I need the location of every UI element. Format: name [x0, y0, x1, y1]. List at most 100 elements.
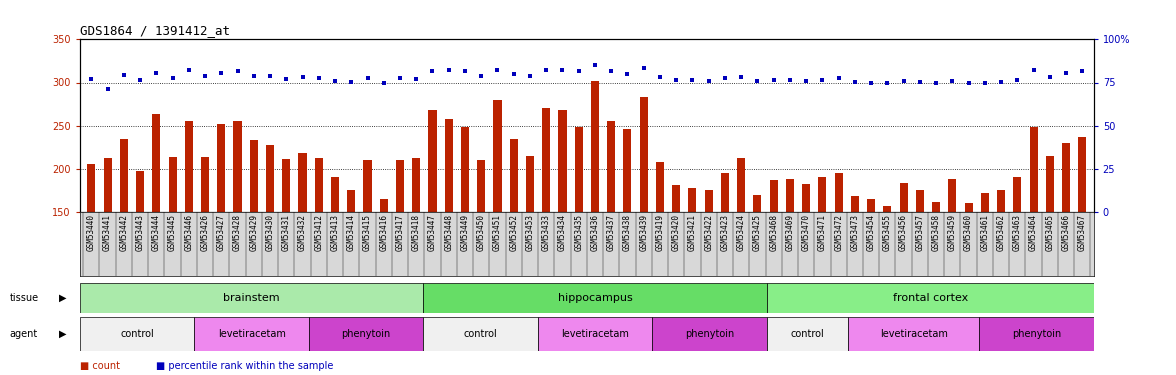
Text: GSM53467: GSM53467	[1078, 214, 1087, 251]
Bar	[249, 140, 258, 212]
Bar	[997, 190, 1005, 212]
Bar	[786, 179, 794, 212]
Text: levetiracetam: levetiracetam	[218, 329, 286, 339]
Text: ▶: ▶	[59, 329, 66, 339]
Text: phenytoin: phenytoin	[341, 329, 390, 339]
Text: GSM53447: GSM53447	[428, 214, 437, 251]
Bar	[509, 139, 517, 212]
Bar	[835, 173, 843, 212]
Text: GDS1864 / 1391412_at: GDS1864 / 1391412_at	[80, 24, 230, 38]
Text: brainstem: brainstem	[223, 293, 280, 303]
Text: ■ percentile rank within the sample: ■ percentile rank within the sample	[156, 361, 334, 371]
Text: GSM53442: GSM53442	[119, 214, 128, 251]
Text: GSM53419: GSM53419	[655, 214, 664, 251]
Text: tissue: tissue	[9, 293, 39, 303]
Bar	[445, 119, 453, 212]
Bar	[981, 193, 989, 212]
Text: levetiracetam: levetiracetam	[561, 329, 629, 339]
Bar	[607, 122, 615, 212]
Text: GSM53441: GSM53441	[103, 214, 112, 251]
Bar	[754, 195, 762, 212]
Text: GSM53424: GSM53424	[736, 214, 746, 251]
Bar	[769, 180, 777, 212]
Bar	[103, 158, 112, 212]
Text: GSM53454: GSM53454	[867, 214, 876, 251]
Bar	[721, 173, 729, 212]
Bar	[1062, 143, 1070, 212]
FancyBboxPatch shape	[848, 317, 980, 351]
Bar	[948, 179, 956, 212]
Bar	[818, 177, 827, 212]
Text: GSM53462: GSM53462	[996, 214, 1005, 251]
Bar	[575, 128, 583, 212]
Text: GSM53421: GSM53421	[688, 214, 697, 251]
Bar	[428, 110, 436, 212]
Bar	[802, 184, 810, 212]
Bar	[737, 158, 746, 212]
Text: GSM53432: GSM53432	[298, 214, 307, 251]
Text: GSM53446: GSM53446	[185, 214, 193, 251]
Bar	[933, 201, 940, 212]
Text: GSM53437: GSM53437	[607, 214, 616, 251]
Bar	[1029, 128, 1037, 212]
Bar	[623, 129, 632, 212]
Bar	[542, 108, 550, 212]
Text: GSM53412: GSM53412	[314, 214, 323, 251]
Text: GSM53422: GSM53422	[704, 214, 713, 251]
Text: GSM53420: GSM53420	[671, 214, 681, 251]
Text: GSM53455: GSM53455	[883, 214, 891, 251]
Text: ▶: ▶	[59, 293, 66, 303]
FancyBboxPatch shape	[537, 317, 653, 351]
Text: GSM53431: GSM53431	[282, 214, 290, 251]
Bar	[87, 164, 95, 212]
Text: GSM53460: GSM53460	[964, 214, 973, 251]
Bar	[412, 158, 420, 212]
Bar	[559, 110, 567, 212]
Bar	[234, 122, 241, 212]
Bar	[152, 114, 160, 212]
Text: GSM53453: GSM53453	[526, 214, 534, 251]
Text: GSM53438: GSM53438	[623, 214, 632, 251]
Text: GSM53418: GSM53418	[412, 214, 421, 251]
FancyBboxPatch shape	[767, 317, 848, 351]
Text: GSM53458: GSM53458	[931, 214, 941, 251]
Text: GSM53436: GSM53436	[590, 214, 600, 251]
Bar	[656, 162, 664, 212]
Bar	[673, 185, 680, 212]
Text: GSM53430: GSM53430	[266, 214, 274, 251]
Text: GSM53472: GSM53472	[834, 214, 843, 251]
Text: hippocampus: hippocampus	[557, 293, 633, 303]
Text: GSM53433: GSM53433	[542, 214, 550, 251]
Bar	[477, 160, 486, 212]
Bar	[704, 190, 713, 212]
Text: GSM53459: GSM53459	[948, 214, 957, 251]
Text: GSM53434: GSM53434	[557, 214, 567, 251]
Text: GSM53456: GSM53456	[900, 214, 908, 251]
FancyBboxPatch shape	[80, 317, 194, 351]
Text: GSM53423: GSM53423	[721, 214, 729, 251]
Text: GSM53425: GSM53425	[753, 214, 762, 251]
Text: GSM53463: GSM53463	[1013, 214, 1022, 251]
Text: GSM53413: GSM53413	[330, 214, 340, 251]
Bar	[916, 190, 924, 212]
Text: GSM53448: GSM53448	[445, 214, 453, 251]
Bar	[883, 206, 891, 212]
Bar	[590, 81, 599, 212]
FancyBboxPatch shape	[194, 317, 309, 351]
FancyBboxPatch shape	[767, 283, 1094, 313]
Text: control: control	[120, 329, 154, 339]
Bar	[526, 156, 534, 212]
Text: GSM53469: GSM53469	[786, 214, 795, 251]
FancyBboxPatch shape	[980, 317, 1094, 351]
Bar	[1045, 156, 1054, 212]
Text: GSM53445: GSM53445	[168, 214, 178, 251]
Bar	[640, 97, 648, 212]
Bar	[266, 146, 274, 212]
Text: ■ count: ■ count	[80, 361, 120, 371]
Text: GSM53466: GSM53466	[1062, 214, 1070, 251]
Text: GSM53464: GSM53464	[1029, 214, 1038, 251]
Bar	[688, 188, 696, 212]
Text: GSM53471: GSM53471	[817, 214, 827, 251]
Text: GSM53417: GSM53417	[395, 214, 405, 251]
Bar	[168, 157, 176, 212]
